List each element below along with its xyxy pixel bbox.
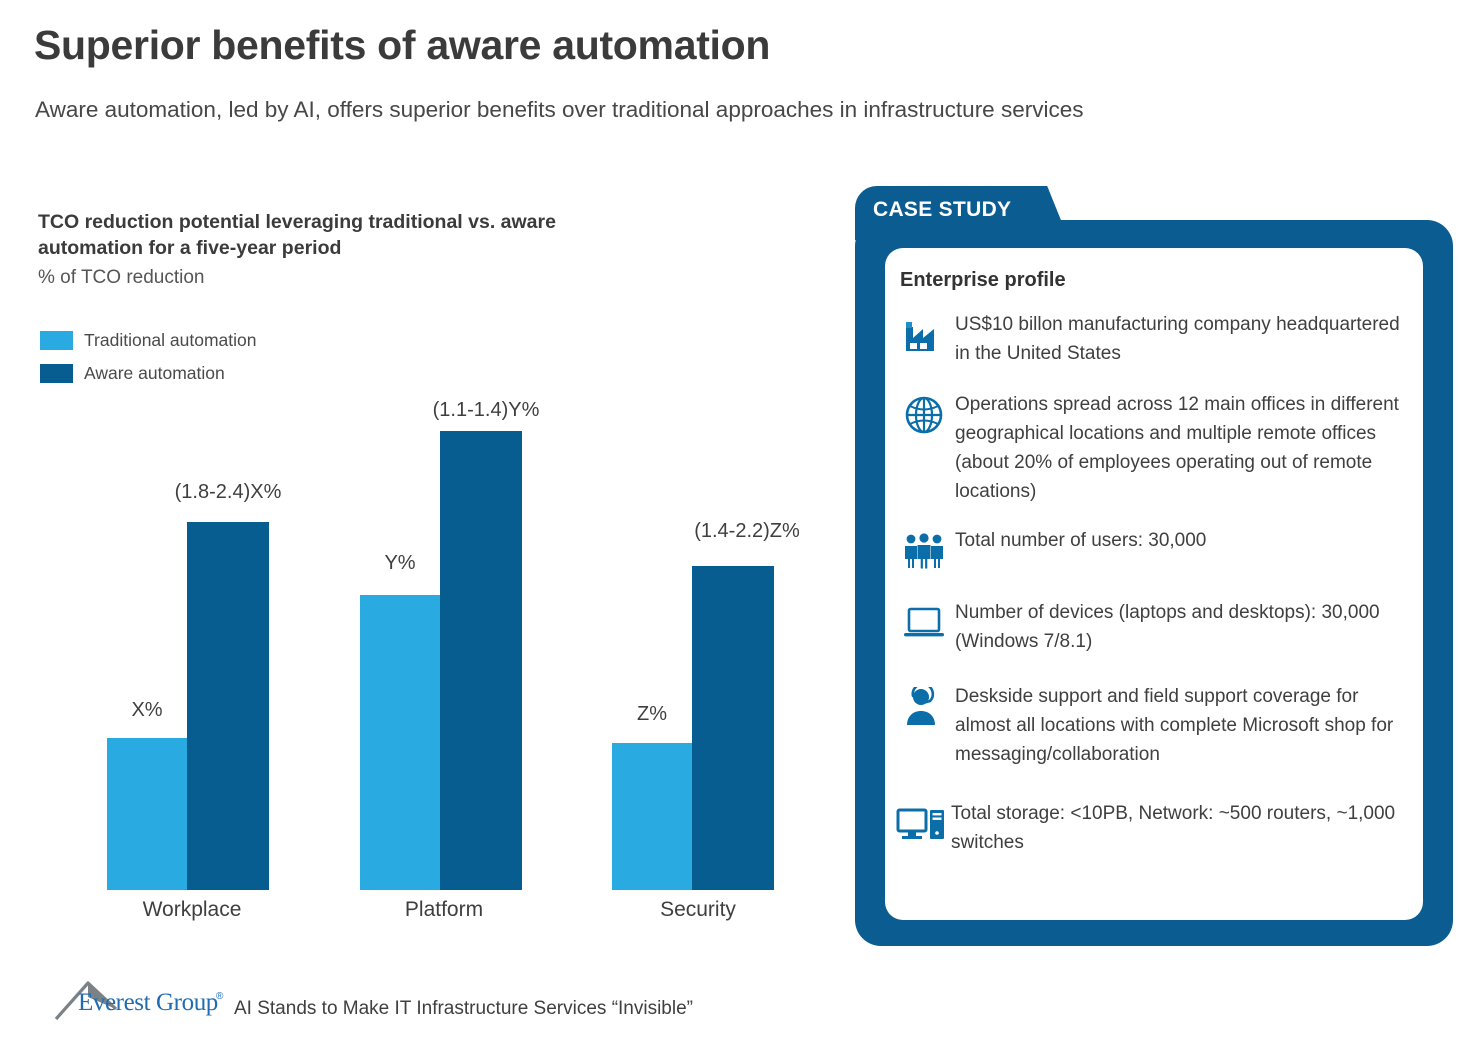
legend-swatch-traditional	[40, 331, 73, 350]
category-label-security: Security	[660, 898, 736, 921]
footer: Everest Group ® AI Stands to Make IT Inf…	[52, 975, 693, 1025]
case-study-tab-label: CASE STUDY	[873, 198, 1012, 221]
desktop-tower-icon	[893, 799, 951, 847]
list-item-text: US$10 billon manufacturing company headq…	[955, 314, 1400, 364]
bar-platform-traditional	[360, 595, 440, 890]
legend-label-aware: Aware automation	[84, 363, 225, 383]
factory-icon	[893, 310, 955, 358]
case-study-panel: CASE STUDY Enterprise profile US$10 bill…	[855, 186, 1453, 946]
registered-mark: ®	[216, 991, 224, 1002]
list-item-text: Number of devices (laptops and desktops)…	[955, 602, 1380, 652]
enterprise-profile-title: Enterprise profile	[900, 269, 1066, 291]
list-item-text: Deskside support and field support cover…	[955, 686, 1394, 765]
category-label-platform: Platform	[404, 898, 484, 921]
users-icon	[893, 526, 955, 574]
mountain-peak-icon	[54, 981, 118, 1021]
everest-group-logo: Everest Group ®	[52, 975, 234, 1025]
page-subtitle: Aware automation, led by AI, offers supe…	[35, 97, 1084, 122]
value-label-platform-aware: (1.1-1.4)Y%	[432, 399, 540, 421]
value-label-security-aware: (1.4-2.2)Z%	[694, 520, 800, 542]
page-title: Superior benefits of aware automation	[34, 22, 771, 68]
list-item: Number of devices (laptops and desktops)…	[885, 598, 1423, 656]
category-label-workplace: Workplace	[142, 898, 242, 921]
chart-block: TCO reduction potential leveraging tradi…	[38, 211, 800, 921]
chart-legend: Traditional automation Aware automation	[40, 324, 257, 390]
list-item: Deskside support and field support cover…	[885, 682, 1423, 769]
list-item-text: Operations spread across 12 main offices…	[955, 394, 1399, 502]
value-label-workplace-traditional: X%	[131, 699, 163, 721]
legend-label-traditional: Traditional automation	[84, 330, 257, 350]
bar-platform-aware	[440, 431, 522, 890]
list-item: Operations spread across 12 main offices…	[885, 390, 1423, 506]
list-item: US$10 billon manufacturing company headq…	[885, 310, 1423, 368]
legend-item-traditional: Traditional automation	[40, 324, 257, 357]
enterprise-profile-list: US$10 billon manufacturing company headq…	[885, 310, 1423, 857]
list-item: Total storage: <10PB, Network: ~500 rout…	[885, 799, 1423, 857]
chart-subtitle: % of TCO reduction	[38, 267, 205, 288]
logo-wordmark: Everest Group	[78, 989, 218, 1016]
list-item: Total number of users: 30,000	[885, 526, 1423, 574]
bar-workplace-traditional	[107, 738, 187, 890]
value-label-platform-traditional: Y%	[384, 552, 416, 574]
list-item-text: Total number of users: 30,000	[955, 530, 1207, 551]
bar-chart-plot-area: X% (1.8-2.4)X% Workplace Y% (1.1-1.4)Y% …	[107, 399, 800, 921]
legend-swatch-aware	[40, 364, 73, 383]
chart-title: TCO reduction potential leveraging tradi…	[38, 211, 556, 259]
bar-workplace-aware	[187, 522, 269, 890]
list-item-text: Total storage: <10PB, Network: ~500 rout…	[951, 803, 1396, 853]
globe-icon	[893, 390, 955, 438]
bar-security-aware	[692, 566, 774, 890]
laptop-icon	[893, 598, 955, 646]
bar-security-traditional	[612, 743, 692, 890]
support-headset-icon	[893, 682, 955, 730]
enterprise-profile-card: Enterprise profile US$10 billon manufact…	[885, 248, 1423, 920]
value-label-security-traditional: Z%	[637, 703, 667, 725]
document-title: AI Stands to Make IT Infrastructure Serv…	[234, 998, 693, 1019]
legend-item-aware: Aware automation	[40, 357, 257, 390]
value-label-workplace-aware: (1.8-2.4)X%	[174, 481, 282, 503]
